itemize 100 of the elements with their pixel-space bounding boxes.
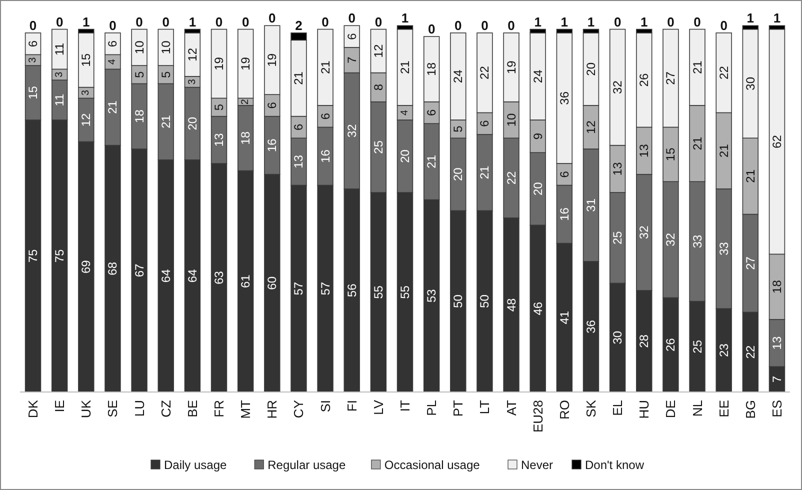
data-label: 21 (690, 136, 704, 150)
data-label: 8 (371, 84, 386, 91)
data-label: 22 (504, 170, 518, 185)
data-label: 19 (265, 53, 280, 67)
data-label: 0 (56, 14, 64, 30)
data-label: 32 (344, 124, 359, 138)
data-label: 50 (451, 294, 466, 308)
data-label: 55 (371, 285, 386, 299)
data-label: 56 (344, 283, 359, 298)
x-tick-label: LU (132, 400, 147, 417)
x-tick-label: UK (78, 400, 94, 418)
x-tick-label: SE (105, 400, 120, 418)
data-label: 28 (637, 334, 652, 348)
data-label: 30 (743, 76, 758, 90)
data-label: 6 (344, 32, 359, 40)
data-label: 6 (318, 112, 332, 120)
data-label: 1 (587, 14, 595, 30)
data-label: 21 (716, 144, 731, 158)
data-label: 32 (664, 232, 678, 246)
data-label: 11 (52, 42, 67, 56)
data-label: 24 (530, 69, 545, 84)
data-label: 1 (401, 10, 409, 26)
x-tick-label: EE (716, 400, 732, 418)
data-label: 0 (614, 14, 622, 30)
data-label: 22 (743, 345, 758, 359)
data-label: 33 (690, 234, 704, 248)
data-label: 25 (610, 230, 625, 245)
data-label: 12 (584, 120, 598, 134)
data-label: 10 (158, 40, 173, 54)
data-label: 13 (637, 144, 652, 158)
data-label: 63 (212, 270, 226, 284)
data-label: 32 (637, 225, 652, 240)
data-label: 13 (292, 154, 306, 168)
legend-label: Occasional usage (384, 458, 480, 472)
x-tick-label: RO (556, 400, 572, 420)
data-label: 5 (158, 70, 173, 78)
data-label: 5 (451, 125, 466, 132)
data-label: 3 (28, 56, 39, 63)
data-label: 23 (716, 343, 731, 357)
data-label: 22 (478, 66, 492, 80)
data-label: 55 (398, 285, 412, 299)
data-label: 0 (720, 18, 728, 33)
x-tick-label: PL (424, 400, 440, 416)
x-tick-label: BE (184, 400, 200, 418)
data-label: 1 (82, 14, 90, 30)
x-tick-label: CY (291, 400, 306, 418)
legend-label: Daily usage (164, 458, 228, 472)
data-label: 10 (504, 112, 518, 127)
data-label: 61 (238, 274, 253, 288)
data-label: 18 (132, 109, 146, 123)
data-label: 16 (265, 138, 280, 152)
data-label: 18 (238, 131, 253, 145)
data-label: 0 (348, 10, 356, 26)
legend-label: Regular usage (268, 458, 346, 472)
data-label: 0 (374, 14, 382, 30)
data-label: 75 (26, 248, 40, 263)
x-tick-label: SI (318, 400, 333, 412)
data-label: 1 (560, 14, 568, 30)
x-tick-label: PT (450, 400, 466, 417)
data-label: 32 (610, 80, 625, 94)
data-label: 10 (132, 40, 146, 54)
data-label: 19 (238, 56, 253, 70)
data-label: 18 (424, 62, 439, 76)
data-label: 26 (637, 73, 652, 87)
data-label: 6 (478, 120, 492, 127)
data-label: 53 (424, 288, 439, 303)
data-label: 20 (530, 182, 545, 196)
data-label: 3 (186, 78, 198, 85)
data-label: 7 (770, 376, 784, 383)
data-label: 0 (268, 10, 276, 26)
x-tick-label: CZ (158, 400, 174, 418)
data-label: 13 (212, 132, 226, 147)
data-label: 7 (344, 56, 359, 64)
data-label: 2 (240, 98, 252, 105)
data-label: 0 (667, 14, 674, 30)
data-label: 0 (215, 14, 223, 30)
x-tick-label: BG (742, 400, 758, 419)
x-tick-label: IT (398, 400, 412, 412)
x-tick-label: NL (690, 400, 705, 417)
data-label: 36 (557, 91, 572, 105)
data-label: 57 (318, 282, 332, 296)
data-label: 15 (79, 53, 94, 67)
data-label: 64 (185, 268, 200, 283)
x-tick-label: MT (238, 400, 254, 419)
data-label: 0 (428, 22, 436, 37)
data-label: 0 (481, 18, 488, 33)
data-label: 64 (158, 268, 173, 283)
data-label: 13 (770, 336, 784, 350)
data-label: 30 (610, 330, 625, 344)
data-label: 16 (318, 149, 332, 163)
data-label: 36 (584, 320, 598, 334)
data-label: 75 (52, 248, 67, 263)
data-label: 6 (557, 170, 572, 178)
x-tick-label: LT (477, 400, 492, 414)
x-tick-label: EU28 (530, 400, 546, 433)
data-label: 60 (265, 276, 280, 290)
data-label: 24 (451, 69, 466, 84)
data-label: 6 (106, 40, 120, 48)
data-label: 69 (79, 260, 94, 274)
x-tick-label: IE (52, 400, 68, 412)
